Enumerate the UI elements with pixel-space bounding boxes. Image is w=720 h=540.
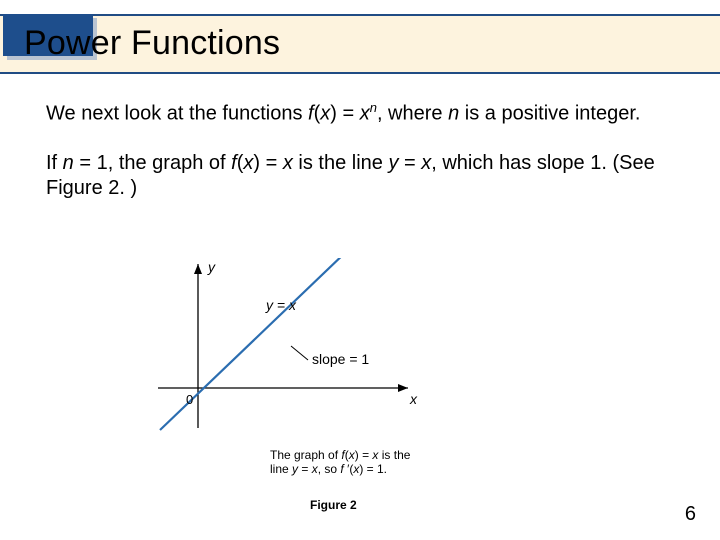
cap-l2-a: line: [270, 462, 292, 476]
cap-l2-c: , so: [318, 462, 341, 476]
eqn-label: y = x: [265, 297, 297, 313]
p1-x2: x: [360, 103, 370, 125]
y-axis-arrow: [194, 264, 202, 274]
body-content: We next look at the functions f(x) = xn,…: [46, 100, 676, 201]
p1-sup-n: n: [370, 100, 377, 115]
paragraph-2: If n = 1, the graph of f(x) = x is the l…: [46, 151, 676, 201]
p2-n: n: [63, 152, 74, 174]
origin-label: 0: [186, 392, 193, 407]
p2-c: is the line: [293, 152, 389, 174]
figure-caption: The graph of f(x) = x is the line y = x,…: [270, 448, 450, 477]
slope-label: slope = 1: [312, 351, 369, 367]
p2-y: y: [388, 152, 398, 174]
cap-l1-a: The graph of: [270, 448, 341, 462]
figure-graph: y x 0 y = x slope = 1: [150, 258, 430, 438]
page-number: 6: [685, 503, 696, 526]
cap-l1-close: ) =: [355, 448, 373, 462]
p1-n: n: [448, 103, 459, 125]
p2-x3: x: [421, 152, 431, 174]
cap-l2-prime: ′(: [344, 462, 354, 476]
slope-leader: [291, 346, 308, 360]
x-axis-arrow: [398, 384, 408, 392]
p2-a: If: [46, 152, 63, 174]
p2-d: =: [398, 152, 421, 174]
cap-l2-d: ) = 1.: [359, 462, 387, 476]
cap-l1-b: is the: [378, 448, 410, 462]
page-title: Power Functions: [24, 24, 280, 63]
p1-x: x: [320, 103, 330, 125]
graph-svg: y x 0 y = x slope = 1: [150, 258, 430, 438]
paragraph-1: We next look at the functions f(x) = xn,…: [46, 100, 676, 127]
p2-close-eq: ) =: [253, 152, 282, 174]
figure-label: Figure 2: [310, 498, 357, 512]
p1-text-c: is a positive integer.: [459, 103, 640, 125]
cap-l2-b: =: [298, 462, 312, 476]
p2-b: = 1, the graph of: [74, 152, 231, 174]
p1-close-eq: ) =: [330, 103, 359, 125]
x-axis-label: x: [409, 391, 418, 407]
p1-text-a: We next look at the functions: [46, 103, 308, 125]
y-axis-label: y: [207, 259, 216, 275]
p1-text-b: , where: [377, 103, 448, 125]
p2-x2: x: [283, 152, 293, 174]
p2-x: x: [243, 152, 253, 174]
